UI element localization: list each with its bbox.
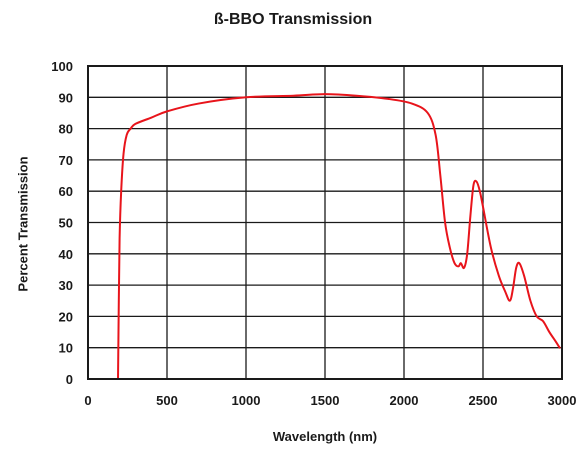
x-tick-label: 1000 <box>232 393 261 408</box>
x-tick-label: 2000 <box>390 393 419 408</box>
x-tick-label: 1500 <box>311 393 340 408</box>
x-tick-label: 500 <box>156 393 178 408</box>
plot-frame <box>87 65 563 380</box>
y-tick-label: 70 <box>59 153 73 168</box>
y-tick-label: 90 <box>59 90 73 105</box>
y-tick-label: 100 <box>51 59 73 74</box>
x-tick-label: 0 <box>84 393 91 408</box>
x-axis-label: Wavelength (nm) <box>272 429 378 444</box>
chart-title: ß-BBO Transmission <box>213 11 373 28</box>
y-tick-label: 20 <box>59 309 73 324</box>
y-tick-label: 10 <box>59 341 73 356</box>
y-tick-label: 80 <box>59 122 73 137</box>
x-tick-label: 3000 <box>548 393 577 408</box>
x-tick-label: 2500 <box>469 393 498 408</box>
y-tick-label: 50 <box>59 216 73 231</box>
y-tick-label: 0 <box>66 372 73 387</box>
y-tick-label: 60 <box>59 184 73 199</box>
y-tick-label: 40 <box>59 247 73 262</box>
y-tick-label: 30 <box>59 278 73 293</box>
transmission-series-line <box>117 93 561 380</box>
